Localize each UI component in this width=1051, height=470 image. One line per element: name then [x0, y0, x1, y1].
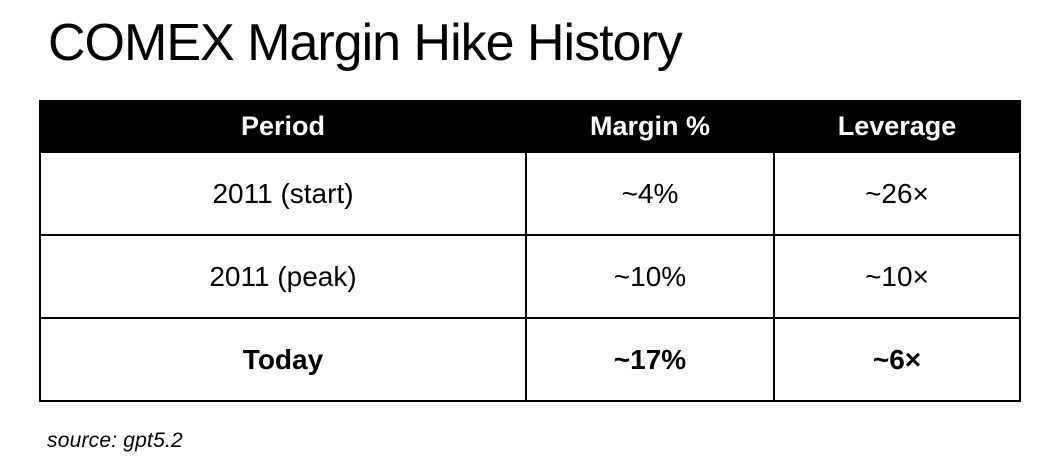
cell-margin-2011-peak: ~10%: [525, 234, 775, 319]
page-title: COMEX Margin Hike History: [48, 14, 683, 72]
column-header-margin: Margin %: [525, 100, 775, 153]
table-row-2011-peak: 2011 (peak) ~10% ~10×: [39, 234, 1021, 319]
cell-margin-today: ~17%: [525, 317, 775, 402]
table-row-today: Today ~17% ~6×: [39, 317, 1021, 402]
cell-leverage-2011-peak: ~10×: [773, 234, 1021, 319]
cell-leverage-today: ~6×: [773, 317, 1021, 402]
column-header-period: Period: [39, 100, 527, 153]
cell-leverage-2011-start: ~26×: [773, 151, 1021, 236]
column-header-leverage: Leverage: [773, 100, 1021, 153]
table-row-2011-start: 2011 (start) ~4% ~26×: [39, 151, 1021, 236]
margin-hike-table: Period Margin % Leverage 2011 (start) ~4…: [39, 100, 1021, 402]
source-note: source: gpt5.2: [47, 429, 183, 452]
cell-period-2011-peak: 2011 (peak): [39, 234, 527, 319]
cell-margin-2011-start: ~4%: [525, 151, 775, 236]
cell-period-2011-start: 2011 (start): [39, 151, 527, 236]
cell-period-today: Today: [39, 317, 527, 402]
table-body: 2011 (start) ~4% ~26× 2011 (peak) ~10% ~…: [39, 151, 1021, 402]
header-row: Period Margin % Leverage: [39, 100, 1021, 153]
table-header: Period Margin % Leverage: [39, 100, 1021, 153]
